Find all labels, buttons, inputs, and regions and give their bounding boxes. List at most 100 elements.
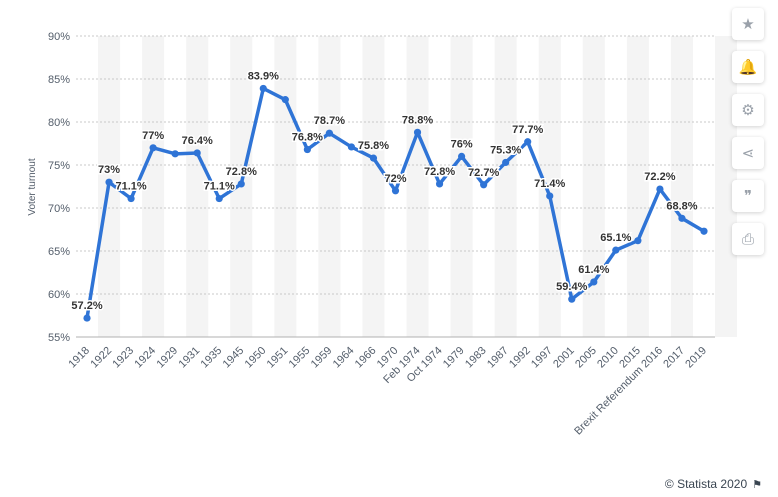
data-point <box>546 192 554 200</box>
x-tick-label: 1979 <box>441 345 467 371</box>
print-icon: ⎙ <box>741 230 754 248</box>
data-label: 76.4% <box>182 135 213 147</box>
x-tick-label: 1931 <box>177 345 203 371</box>
share-icon: ⋖ <box>741 144 755 162</box>
data-point <box>193 149 201 157</box>
x-tick-label: 1959 <box>309 345 335 371</box>
data-point <box>347 143 356 151</box>
data-point <box>612 246 620 254</box>
x-tick-label: 1935 <box>199 345 225 371</box>
grid-band <box>362 36 385 337</box>
x-tick-label: 1997 <box>529 345 555 371</box>
y-tick-label: 75% <box>48 160 70 172</box>
data-label: 75.8% <box>358 140 389 152</box>
data-point <box>524 138 532 146</box>
data-point <box>634 237 642 245</box>
grid-band <box>318 36 341 337</box>
grid-band <box>142 36 165 337</box>
data-label: 57.2% <box>71 300 102 312</box>
bell-button[interactable]: 🔔 <box>732 51 764 83</box>
y-tick-label: 70% <box>48 203 70 215</box>
x-tick-label: 2001 <box>551 345 577 371</box>
grid-band <box>450 36 473 337</box>
data-label: 75.3% <box>490 144 521 156</box>
x-tick-label: 1923 <box>110 345 136 371</box>
x-tick-label: 2019 <box>683 345 709 371</box>
data-point <box>678 214 686 222</box>
data-label: 72.8% <box>226 166 257 178</box>
bell-icon: 🔔 <box>738 58 758 76</box>
data-label: 59.4% <box>556 281 587 293</box>
x-tick-label: 1929 <box>154 345 180 371</box>
x-tick-label: 1924 <box>132 345 158 371</box>
star-button[interactable]: ★ <box>732 8 764 40</box>
data-label: 72% <box>384 173 406 185</box>
data-label: 72.8% <box>424 166 455 178</box>
data-point <box>105 178 113 186</box>
grid-band <box>670 36 693 337</box>
gear-icon: ⚙ <box>741 101 755 119</box>
data-point <box>413 128 422 136</box>
data-label: 77.7% <box>512 124 543 136</box>
data-label: 76% <box>451 138 473 150</box>
x-tick-label: 1922 <box>88 345 114 371</box>
flag-icon[interactable]: ⚑ <box>752 477 762 491</box>
data-label: 61.4% <box>578 264 609 276</box>
x-tick-label: 1945 <box>221 345 247 371</box>
data-label: 72.2% <box>644 171 675 183</box>
y-tick-label: 90% <box>48 31 70 43</box>
data-label: 78.8% <box>402 114 433 126</box>
credit-text: © Statista 2020 <box>664 477 748 491</box>
x-tick-label: 2017 <box>661 345 687 371</box>
data-point <box>281 96 289 104</box>
data-label: 76.8% <box>292 132 323 144</box>
data-point <box>259 84 267 93</box>
data-label: 68.8% <box>666 200 697 212</box>
y-axis-title: Voter turnout <box>27 158 38 215</box>
data-label: 83.9% <box>248 70 279 82</box>
x-tick-label: 1992 <box>507 345 533 371</box>
data-label: 71.1% <box>115 181 146 193</box>
data-point <box>502 158 510 167</box>
y-tick-label: 80% <box>48 117 70 129</box>
data-point <box>215 194 223 203</box>
quote-button[interactable]: ❞ <box>732 180 764 212</box>
y-tick-label: 85% <box>48 74 70 86</box>
data-label: 65.1% <box>600 232 631 244</box>
share-button[interactable]: ⋖ <box>732 137 764 169</box>
y-tick-label: 65% <box>48 246 70 258</box>
x-tick-label: 1918 <box>66 345 92 371</box>
data-point <box>127 194 135 203</box>
data-point <box>435 180 444 188</box>
data-label: 78.7% <box>314 115 345 127</box>
data-point <box>369 154 378 162</box>
data-point <box>171 150 179 158</box>
data-point <box>149 144 157 152</box>
data-point <box>237 180 245 188</box>
x-tick-label: 2010 <box>595 345 621 371</box>
x-tick-label: 1966 <box>353 345 379 371</box>
star-icon: ★ <box>741 15 755 33</box>
grid-band <box>538 36 561 337</box>
x-tick-label: 1983 <box>463 345 489 371</box>
x-tick-label: 1951 <box>265 345 291 371</box>
grid-band <box>494 36 517 337</box>
data-label: 77% <box>142 130 164 142</box>
data-point <box>590 278 598 286</box>
data-label: 71.1% <box>204 181 235 193</box>
grid-band <box>186 36 209 337</box>
gear-button[interactable]: ⚙ <box>732 94 764 126</box>
data-point <box>656 185 664 193</box>
data-point <box>480 181 488 189</box>
grid-band <box>715 36 738 337</box>
quote-icon: ❞ <box>743 187 753 205</box>
data-label: 71.4% <box>534 178 565 190</box>
x-tick-label: 1955 <box>287 345 313 371</box>
statista-credit[interactable]: © Statista 2020 ⚑ <box>665 477 762 491</box>
print-button[interactable]: ⎙ <box>732 223 764 255</box>
x-tick-label: 1964 <box>331 345 357 371</box>
x-tick-label: 1950 <box>243 345 269 371</box>
grid-band <box>626 36 649 337</box>
y-tick-label: 60% <box>48 289 70 301</box>
